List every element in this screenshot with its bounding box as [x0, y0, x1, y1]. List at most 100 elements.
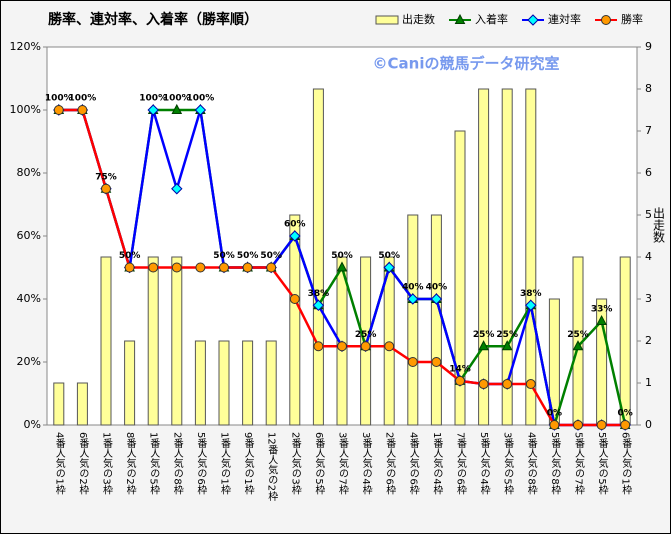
marker — [596, 420, 607, 430]
bar — [525, 88, 537, 426]
x-tick-label: 5番人気の6枠 — [195, 432, 207, 496]
y-tick-label: 100% — [10, 103, 41, 116]
bar — [501, 88, 513, 426]
bar — [124, 340, 136, 426]
marker — [101, 183, 111, 194]
marker — [219, 262, 229, 273]
marker — [431, 357, 442, 367]
y2-tick-label: 8 — [645, 82, 652, 95]
data-label: 50% — [119, 251, 141, 261]
x-tick-label: 3番人気の5枠 — [502, 432, 514, 496]
bar — [194, 340, 206, 426]
bar — [383, 256, 395, 426]
x-tick-label: 4番人気の8枠 — [525, 432, 537, 496]
marker — [478, 340, 489, 351]
x-tick-label: 5番人気の7枠 — [573, 432, 585, 496]
y2-axis-label: 出走数 — [652, 207, 666, 244]
y2-tick-label: 3 — [645, 292, 652, 305]
x-tick-label: 6番人気の5枠 — [313, 432, 325, 496]
legend-label: 出走数 — [402, 12, 435, 26]
x-tick-label: 5番人気の5枠 — [596, 432, 608, 496]
y-tick-label: 80% — [17, 166, 41, 179]
marker — [407, 293, 419, 305]
bar — [407, 214, 419, 426]
marker — [572, 340, 584, 351]
bar — [171, 256, 183, 426]
bar — [76, 382, 88, 426]
marker — [336, 261, 348, 272]
y-tick-label: 60% — [17, 229, 41, 242]
y-tick-label: 20% — [17, 355, 41, 368]
data-label: 40% — [402, 283, 424, 293]
x-tick-label: 2番人気の8枠 — [171, 432, 183, 496]
bar — [218, 340, 230, 426]
data-label: 100% — [139, 94, 167, 104]
data-label: 100% — [45, 94, 73, 104]
y-tick-label: 40% — [17, 292, 41, 305]
data-label: 0% — [618, 409, 633, 419]
data-label: 100% — [186, 94, 214, 104]
x-tick-label: 4番人気の6枠 — [407, 432, 419, 496]
marker — [171, 262, 182, 273]
x-tick-label: 5番人気の8枠 — [549, 432, 561, 496]
data-label: 50% — [260, 251, 282, 261]
bar — [53, 382, 65, 426]
legend-label: 入着率 — [475, 12, 508, 26]
data-label: 40% — [426, 283, 448, 293]
data-label: 75% — [95, 172, 117, 182]
data-label: 38% — [520, 289, 542, 299]
chart-title: 勝率、連対率、入着率（勝率順） — [48, 11, 258, 28]
marker — [171, 103, 183, 114]
marker — [289, 294, 300, 304]
x-tick-label: 1番人気の5枠 — [148, 432, 160, 496]
marker — [596, 314, 607, 326]
bar — [265, 340, 277, 426]
marker — [384, 341, 395, 352]
marker — [620, 420, 631, 430]
x-tick-label: 6番人気の2枠 — [77, 432, 89, 496]
data-label: 50% — [213, 251, 235, 261]
bar — [100, 256, 112, 426]
bar — [312, 88, 324, 426]
x-tick-label: 7番人気の6枠 — [455, 432, 467, 496]
marker — [171, 183, 183, 195]
data-label: 50% — [331, 251, 353, 261]
marker — [266, 262, 277, 273]
y2-tick-label: 1 — [645, 376, 652, 389]
y2-tick-label: 6 — [645, 166, 652, 179]
x-tick-label: 1番人気の1枠 — [219, 432, 231, 496]
marker — [289, 230, 301, 242]
legend-label: 勝率 — [621, 12, 643, 26]
data-label: 50% — [378, 251, 400, 261]
y2-tick-label: 0 — [645, 418, 652, 431]
x-tick-label: 2番人気の6枠 — [384, 432, 396, 496]
y2-tick-label: 9 — [645, 40, 652, 53]
marker — [242, 262, 253, 273]
marker — [501, 340, 513, 351]
x-tick-label: 3番人気の4枠 — [360, 432, 372, 496]
marker — [525, 299, 537, 312]
data-label: 100% — [163, 94, 191, 104]
marker — [478, 379, 489, 390]
data-label: 50% — [237, 251, 259, 261]
marker — [455, 375, 465, 386]
x-tick-label: 1番人気の4枠 — [431, 432, 443, 496]
data-label: 25% — [473, 330, 495, 340]
marker — [124, 262, 135, 273]
marker — [573, 420, 583, 430]
data-label: 100% — [68, 94, 96, 104]
bar — [147, 256, 159, 426]
y2-tick-label: 2 — [645, 334, 652, 347]
bar — [454, 130, 466, 426]
x-tick-label: 4番人気の1枠 — [53, 432, 65, 496]
bar — [289, 214, 301, 426]
y-tick-label: 0% — [24, 418, 41, 431]
legend-marker — [527, 14, 539, 26]
marker — [525, 379, 536, 390]
x-tick-label: 1番人気の3枠 — [101, 432, 113, 496]
marker — [313, 341, 324, 352]
marker — [195, 262, 206, 273]
x-tick-label: 6番人気の1枠 — [620, 432, 632, 496]
marker — [549, 420, 560, 430]
